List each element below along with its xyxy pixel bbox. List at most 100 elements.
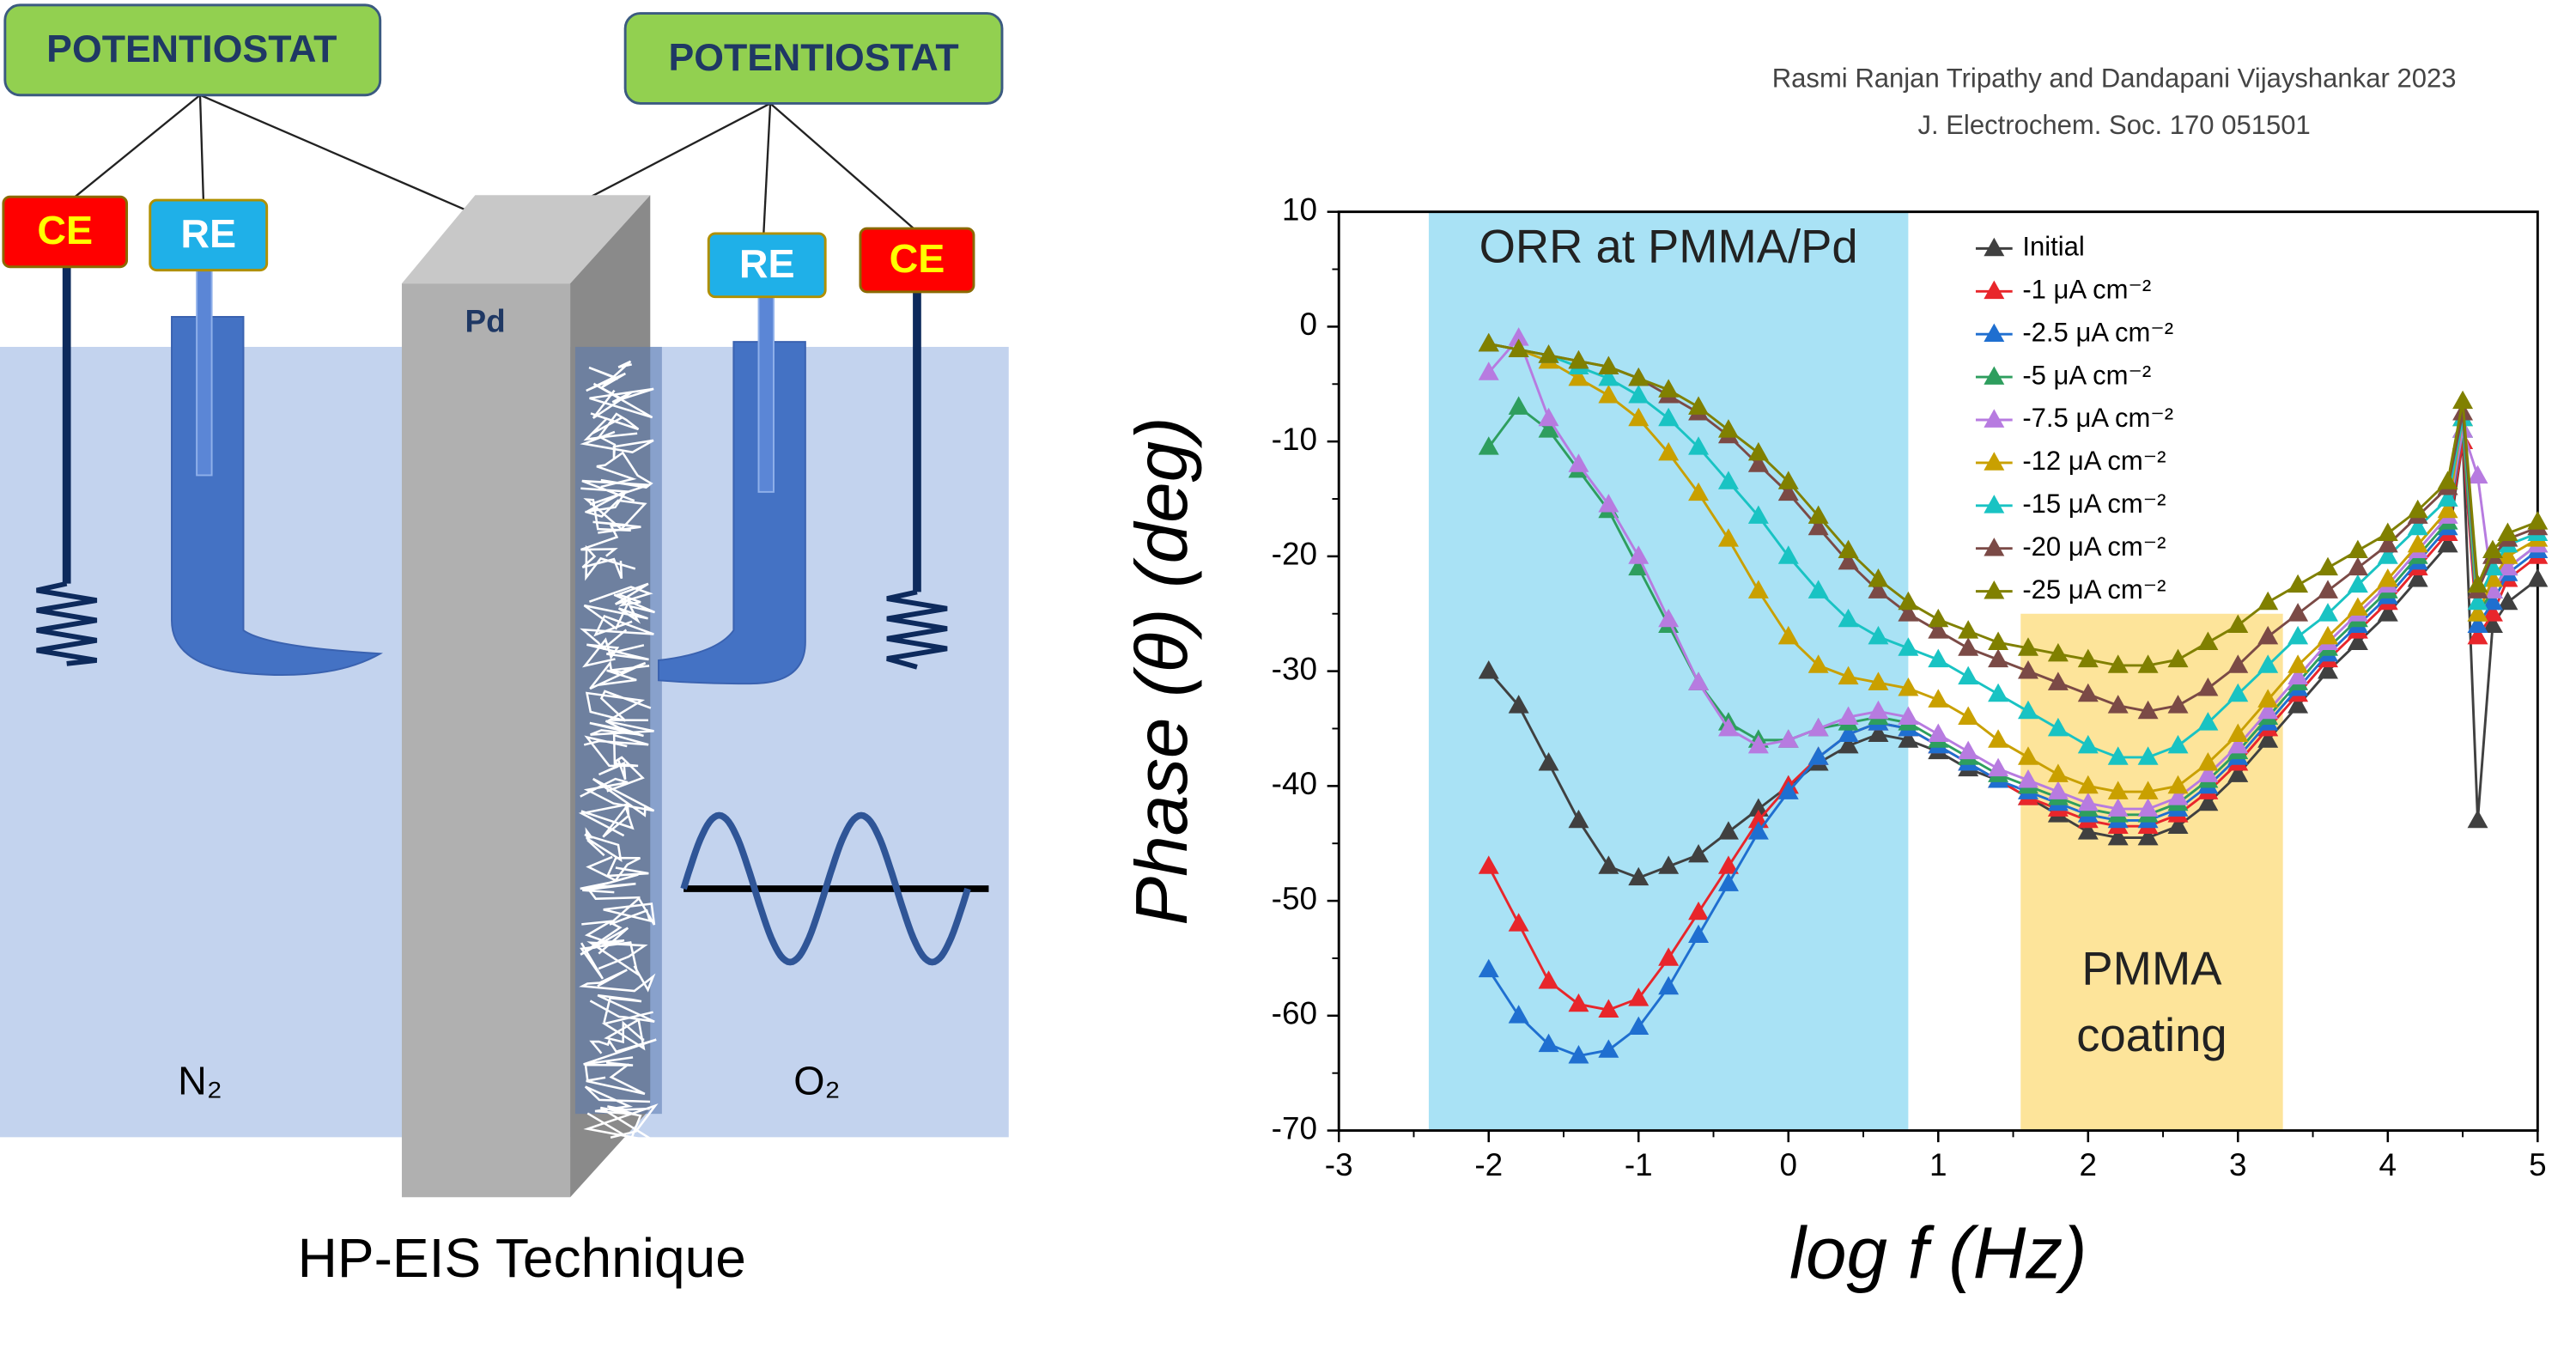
data-point xyxy=(1717,717,1739,737)
data-point xyxy=(2077,821,2099,840)
data-point xyxy=(1928,648,1949,668)
data-point xyxy=(1958,637,1979,656)
data-point xyxy=(1628,407,1649,427)
data-point xyxy=(1628,367,1649,386)
data-point xyxy=(1688,924,1710,944)
data-point xyxy=(2077,683,2099,702)
coating-fibers xyxy=(578,360,659,1143)
data-point xyxy=(1898,729,1919,748)
data-point xyxy=(1717,471,1739,489)
data-point xyxy=(1807,580,1829,599)
coating-fiber xyxy=(580,520,641,557)
data-point xyxy=(1538,751,1559,771)
data-point xyxy=(2467,574,2488,593)
data-point xyxy=(2452,390,2474,410)
data-point xyxy=(1508,913,1529,932)
potentiostat-label: POTENTIOSTAT xyxy=(668,37,958,79)
data-point xyxy=(2377,603,2398,622)
x-tick-label: 3 xyxy=(2229,1147,2247,1182)
data-point xyxy=(1508,1005,1529,1024)
data-point xyxy=(2167,695,2189,714)
capillary xyxy=(757,290,775,493)
coating-fiber xyxy=(580,941,648,980)
x-tick-label: 5 xyxy=(2529,1147,2547,1182)
data-point xyxy=(1508,695,1529,714)
legend-label: -5 μA cm⁻² xyxy=(2022,360,2151,390)
data-point xyxy=(2318,625,2339,645)
data-point xyxy=(1747,453,1769,472)
data-point xyxy=(1868,671,1889,690)
data-point xyxy=(2257,591,2279,611)
coating-fiber xyxy=(580,921,629,956)
coating-fiber xyxy=(578,803,635,838)
plot-frame xyxy=(1337,210,2539,1133)
data-point xyxy=(2107,826,2129,846)
data-point xyxy=(2407,568,2428,587)
coating-fiber xyxy=(589,382,654,419)
data-point xyxy=(1898,637,1919,656)
data-point xyxy=(1807,746,1829,765)
y-tick-label: -50 xyxy=(1272,881,1317,916)
x-tick-label: 2 xyxy=(2080,1147,2098,1182)
data-point xyxy=(1958,740,1979,760)
data-point xyxy=(1747,734,1769,754)
data-point xyxy=(1777,729,1799,748)
data-point xyxy=(2018,637,2038,656)
data-point xyxy=(1598,385,1619,404)
legend-label: -12 μA cm⁻² xyxy=(2022,446,2166,476)
potentiostat-label: POTENTIOSTAT xyxy=(46,28,337,70)
data-point xyxy=(2077,792,2099,811)
data-point xyxy=(2167,775,2189,794)
data-point xyxy=(1868,625,1889,645)
data-point xyxy=(2077,648,2099,668)
y-tick-label: -70 xyxy=(1272,1110,1317,1145)
coating-fiber xyxy=(583,593,656,630)
pillar-front xyxy=(401,283,571,1198)
data-point xyxy=(1628,385,1649,404)
data-point xyxy=(2437,533,2458,553)
data-point xyxy=(2197,712,2219,731)
data-point xyxy=(1538,970,1559,989)
data-point xyxy=(2137,798,2159,817)
data-point xyxy=(2077,734,2099,754)
region-label: coating xyxy=(2076,1009,2227,1061)
electrode-material: Pd xyxy=(465,304,505,339)
data-point xyxy=(2257,689,2279,708)
data-point xyxy=(2497,545,2518,564)
coating-fiber xyxy=(583,1103,659,1143)
y-tick-label: -60 xyxy=(1272,996,1317,1031)
data-point xyxy=(2347,597,2368,616)
coating-fiber xyxy=(580,873,641,900)
data-point xyxy=(1538,344,1559,363)
legend-marker xyxy=(1984,366,2005,385)
data-point xyxy=(1688,843,1710,863)
data-point xyxy=(2137,746,2159,765)
data-point xyxy=(2347,631,2368,651)
data-point xyxy=(1988,648,2009,668)
data-point xyxy=(2137,654,2159,673)
data-point xyxy=(2497,522,2518,541)
data-point xyxy=(1688,396,1710,415)
coating-fiber xyxy=(581,896,656,926)
data-point xyxy=(1807,516,1829,536)
data-point xyxy=(2107,695,2129,714)
data-point xyxy=(2377,568,2398,587)
data-point xyxy=(1598,355,1619,375)
data-point xyxy=(2467,809,2488,829)
data-point xyxy=(1538,407,1559,427)
data-point xyxy=(1717,855,1739,874)
data-point xyxy=(2347,556,2368,576)
data-point xyxy=(2227,723,2249,743)
data-point xyxy=(1568,993,1589,1012)
potentiostat-box xyxy=(3,3,382,97)
data-point xyxy=(1777,781,1799,799)
legend-label: -7.5 μA cm⁻² xyxy=(2022,403,2173,433)
data-point xyxy=(1717,528,1739,547)
legend-marker xyxy=(1984,280,2005,300)
data-point xyxy=(1658,855,1680,874)
data-point xyxy=(1988,757,2009,777)
electrode-coil xyxy=(36,580,98,666)
data-point xyxy=(1928,689,1949,708)
data-point xyxy=(2137,781,2159,799)
data-point xyxy=(2197,792,2219,811)
